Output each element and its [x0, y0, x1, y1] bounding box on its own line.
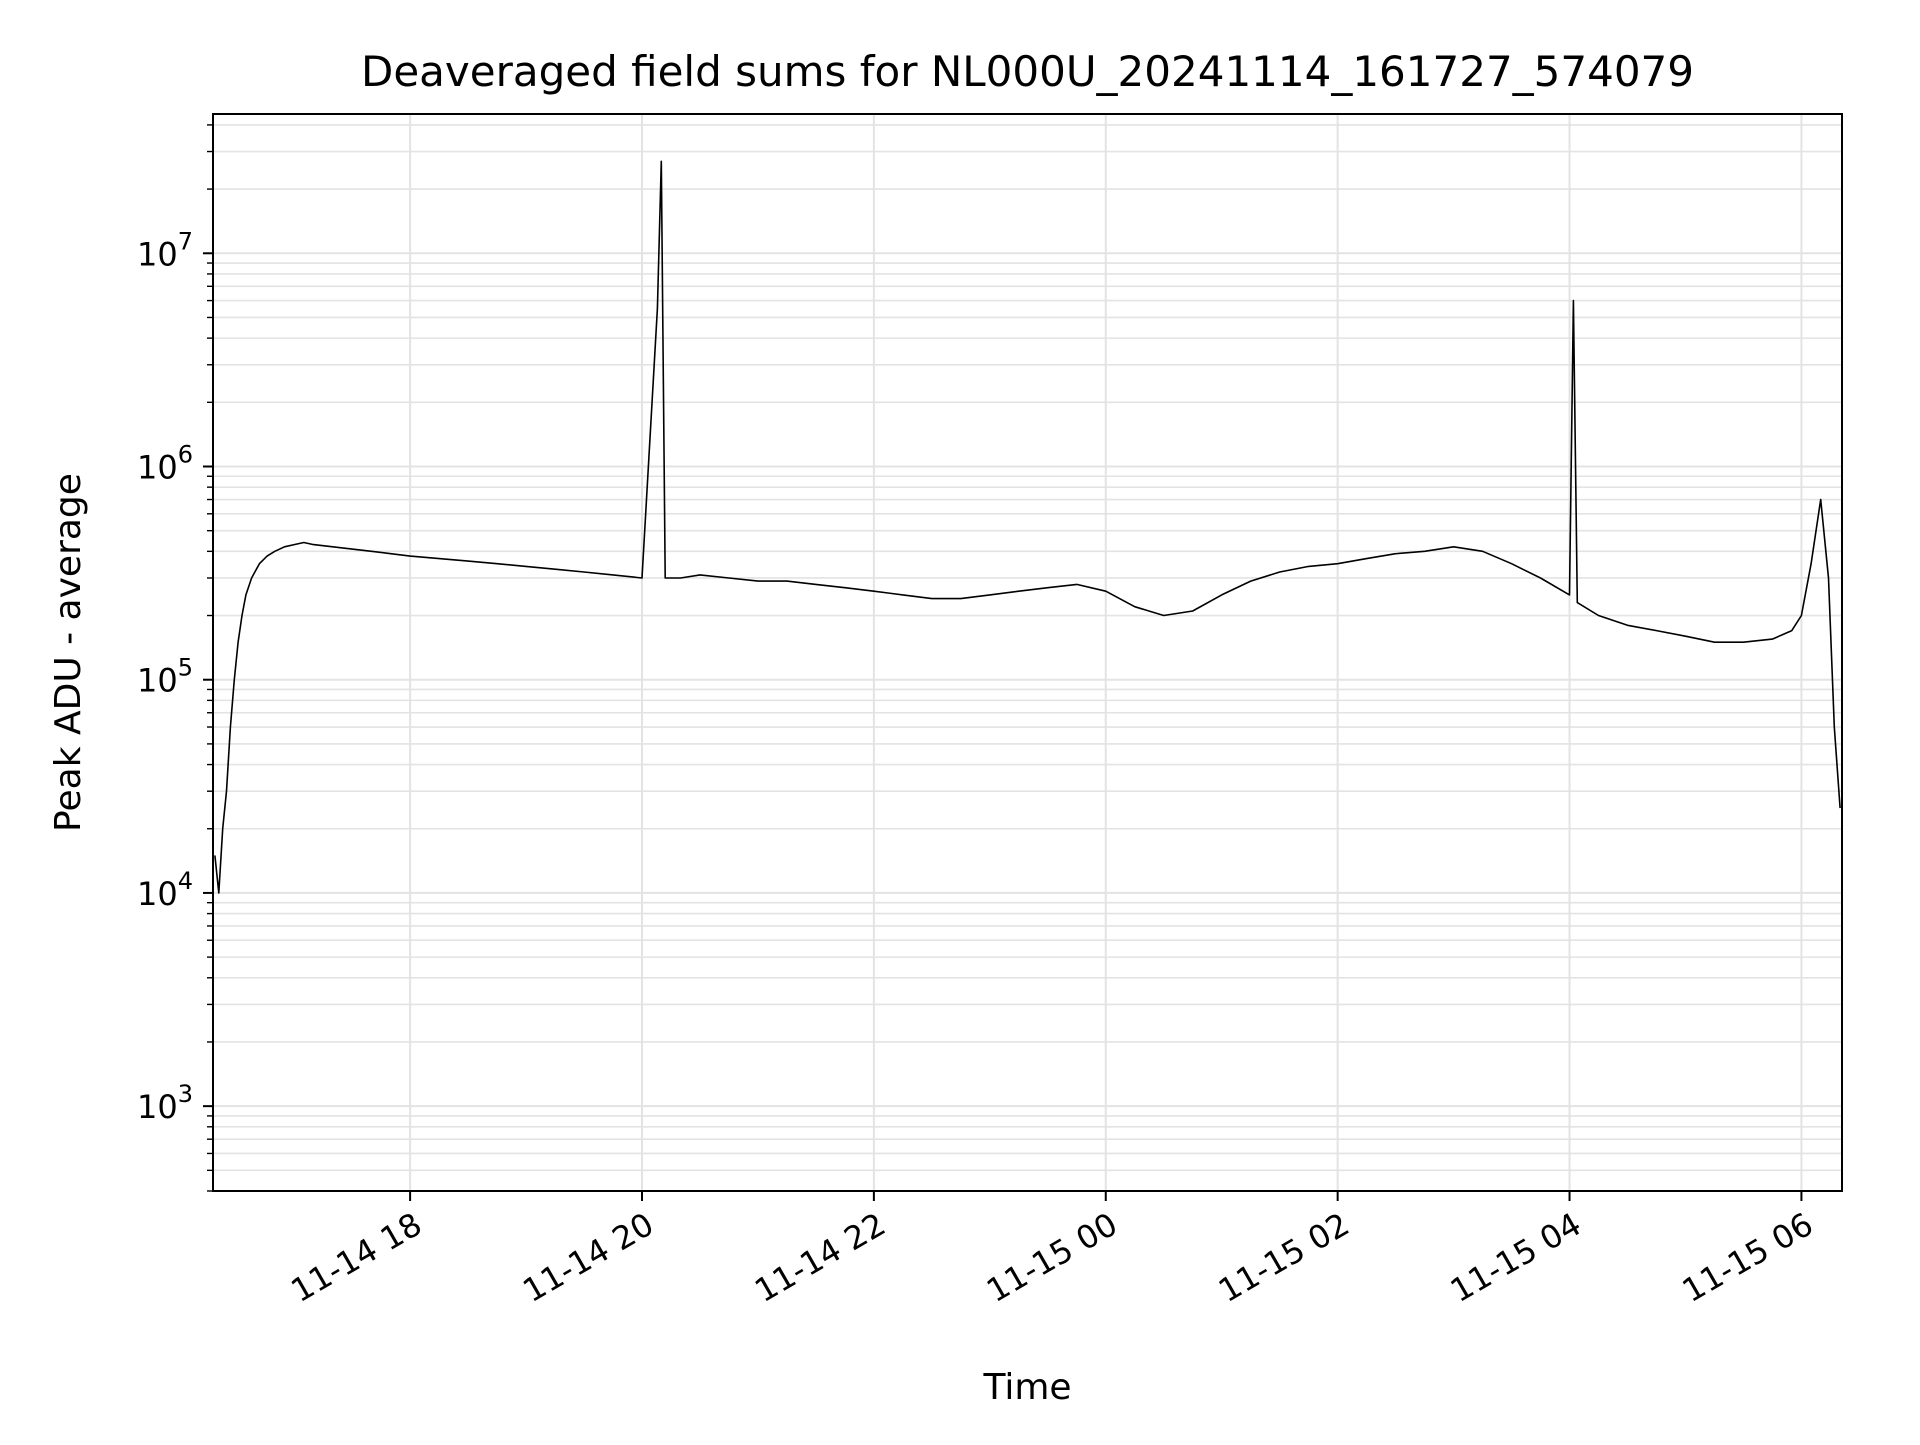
y-tick-exponent: 5: [178, 654, 193, 682]
y-tick-label: 107: [137, 227, 193, 273]
y-tick-base: 10: [137, 448, 178, 486]
y-tick-label: 104: [137, 867, 193, 913]
x-axis-label: Time: [982, 1367, 1071, 1408]
y-tick-base: 10: [137, 875, 178, 913]
y-tick-base: 10: [137, 1088, 178, 1126]
series-layer: [214, 160, 1841, 894]
y-tick-exponent: 7: [178, 227, 193, 255]
y-tick-exponent: 4: [178, 867, 193, 895]
data-series-line: [214, 160, 1841, 894]
y-tick-base: 10: [137, 235, 178, 273]
y-tick-exponent: 3: [178, 1080, 193, 1108]
y-tick-label: 106: [137, 440, 193, 486]
y-tick-label: 103: [137, 1080, 193, 1126]
grid-layer: [213, 114, 1842, 1192]
y-tick-exponent: 6: [178, 440, 193, 468]
chart-title: Deaveraged field sums for NL000U_2024111…: [361, 47, 1694, 96]
y-tick-label: 105: [137, 654, 193, 700]
y-axis-label: Peak ADU - average: [48, 473, 89, 832]
y-tick-base: 10: [137, 662, 178, 700]
plot-frame: [212, 113, 1843, 1192]
